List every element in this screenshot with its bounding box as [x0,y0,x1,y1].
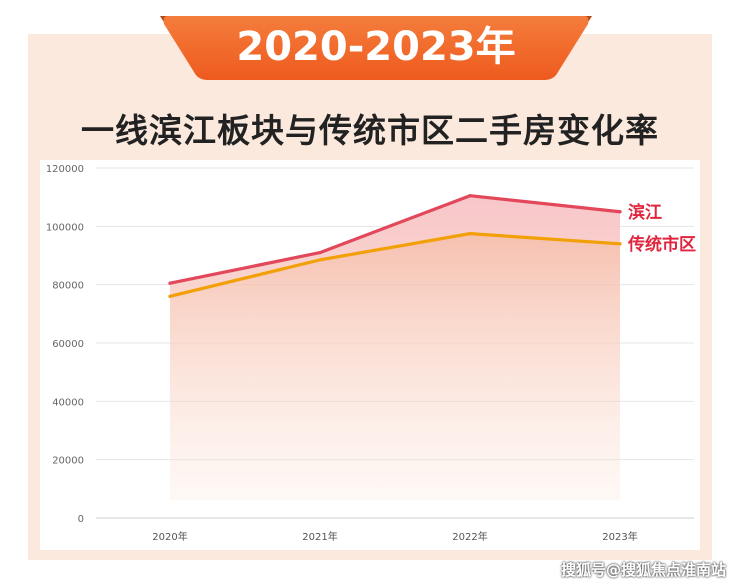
y-tick-label: 60000 [52,339,84,350]
line-layer [168,194,622,298]
y-tick-label: 40000 [52,397,84,408]
data-point [618,242,622,246]
x-tick-label: 2020年 [152,530,187,543]
area-fill-traditional [170,233,620,501]
y-axis-ticks: 0 20000 40000 60000 80000 100000 120000 [46,164,84,525]
series-label: 滨江 [628,202,662,223]
data-point [318,250,322,255]
data-point [618,210,622,214]
banner-shape [160,16,592,80]
data-point [318,258,322,262]
series-line-0 [168,194,622,285]
y-tick-label: 120000 [46,164,84,175]
series-label: 传统市区 [627,234,696,255]
x-tick-label: 2021年 [302,530,337,543]
x-axis-ticks: 2020年 2021年 2022年 2023年 [152,530,637,543]
y-tick-label: 20000 [52,456,84,467]
y-tick-label: 80000 [52,281,84,292]
data-point [468,194,472,198]
data-point [468,232,472,236]
data-point [168,294,172,298]
watermark: 搜狐号@搜狐焦点淮南站 [560,561,726,579]
page-title: 一线滨江板块与传统市区二手房变化率 [81,111,659,150]
x-tick-label: 2023年 [602,530,637,543]
banner-title: 2020-2023年 [236,24,516,70]
y-tick-label: 100000 [46,222,84,233]
series-line-1 [168,232,622,298]
data-point [168,281,172,285]
area-layer [170,195,620,501]
y-tick-label: 0 [78,514,84,525]
x-tick-label: 2022年 [452,530,487,543]
year-banner: 2020-2023年 [160,14,592,80]
